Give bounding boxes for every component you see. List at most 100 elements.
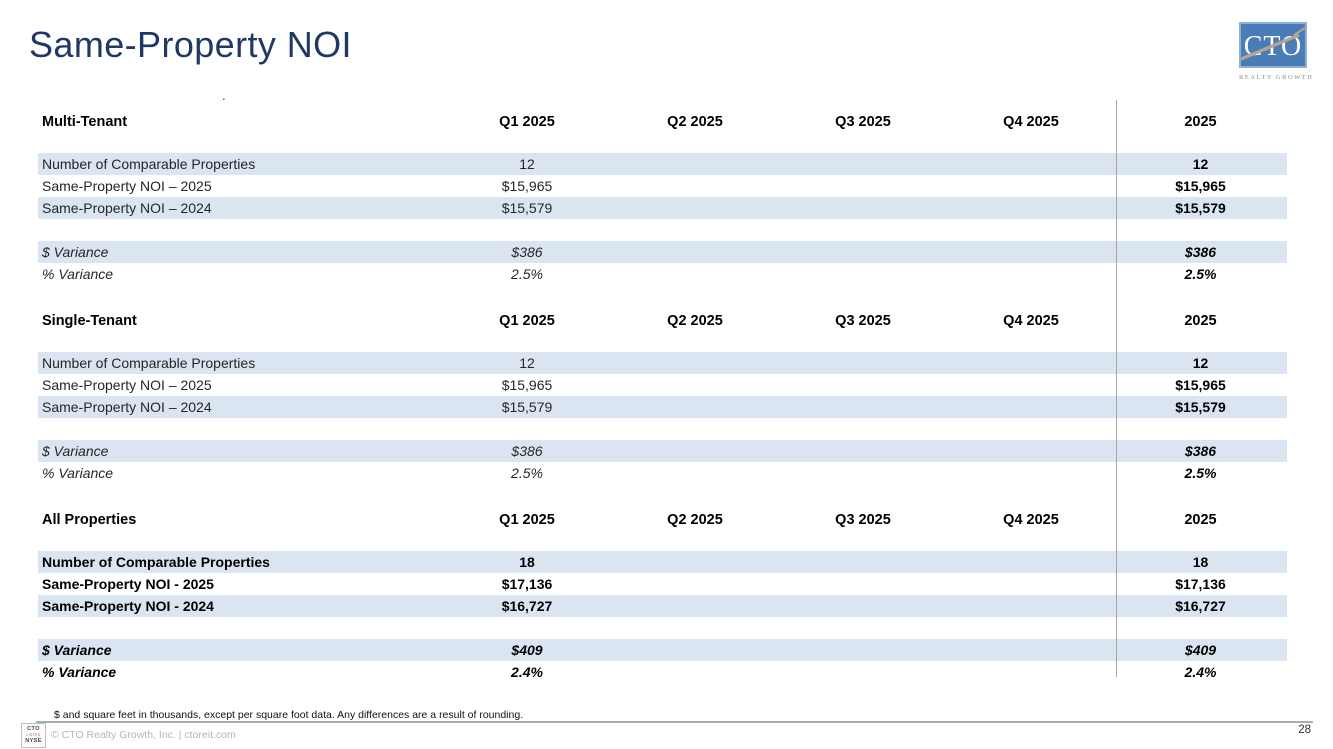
row-label: $ Variance — [42, 443, 109, 459]
cell-total: $15,579 — [1175, 399, 1226, 415]
column-header-q2: Q2 2025 — [667, 512, 723, 528]
cto-logo-icon: CTO — [1239, 22, 1307, 68]
cell-q1: $15,965 — [501, 377, 553, 393]
spacer-row — [38, 219, 1287, 241]
table-row: % Variance 2.4% 2.4% — [38, 661, 1287, 683]
table-row: Number of Comparable Properties 18 18 — [38, 551, 1287, 573]
cell-q1: 12 — [519, 355, 535, 371]
column-header-q2: Q2 2025 — [667, 313, 723, 329]
column-header-q4: Q4 2025 — [1003, 114, 1059, 130]
table-row: Same-Property NOI – 2025 $15,965 $15,965 — [38, 175, 1287, 197]
nyse-badge-line1: CTO — [27, 726, 40, 733]
row-label: $ Variance — [42, 244, 109, 260]
table-row: % Variance 2.5% 2.5% — [38, 462, 1287, 484]
cell-q1: 2.5% — [511, 266, 543, 282]
column-header-total: 2025 — [1184, 313, 1217, 329]
table-row: Number of Comparable Properties 12 12 — [38, 153, 1287, 175]
row-label: Same-Property NOI – 2025 — [42, 377, 212, 393]
cell-total: 2.5% — [1184, 266, 1217, 282]
footer-rule — [36, 721, 1313, 723]
row-label: $ Variance — [42, 642, 112, 658]
table-section-multi-tenant: Multi-Tenant Q1 2025 Q2 2025 Q3 2025 Q4 2025… — [38, 111, 1287, 285]
table-row: $ Variance $386 $386 — [38, 241, 1287, 263]
table-row: $ Variance $409 $409 — [38, 639, 1287, 661]
table-row: Same-Property NOI – 2024 $15,579 $15,579 — [38, 197, 1287, 219]
cell-q1: 2.4% — [511, 664, 543, 680]
cell-total: 12 — [1192, 355, 1209, 371]
cell-total: $15,579 — [1175, 200, 1226, 216]
cell-q1: $386 — [511, 244, 543, 260]
cell-total: 18 — [1192, 554, 1209, 570]
row-label: Same-Property NOI – 2025 — [42, 178, 212, 194]
column-header-q3: Q3 2025 — [835, 313, 891, 329]
row-label: Number of Comparable Properties — [42, 156, 256, 172]
table-row: $ Variance $386 $386 — [38, 440, 1287, 462]
row-label: Number of Comparable Properties — [42, 554, 270, 570]
page-title: Same-Property NOI — [29, 24, 352, 65]
cell-total: $386 — [1184, 244, 1217, 260]
row-label: % Variance — [42, 266, 114, 282]
column-header-q3: Q3 2025 — [835, 114, 891, 130]
section-header-row: Multi-Tenant Q1 2025 Q2 2025 Q3 2025 Q4 2025… — [38, 111, 1287, 133]
cell-q1: $15,579 — [501, 399, 553, 415]
cell-q1: $15,965 — [501, 178, 553, 194]
cell-total: 12 — [1192, 156, 1209, 172]
cell-q1: $16,727 — [501, 598, 553, 614]
table-row: Number of Comparable Properties 12 12 — [38, 352, 1287, 374]
cell-q1: $17,136 — [501, 576, 553, 592]
copyright: © CTO Realty Growth, Inc. | ctoreit.com — [51, 729, 236, 741]
section-title: All Properties — [42, 512, 137, 528]
row-label: Same-Property NOI - 2024 — [42, 598, 214, 614]
column-header-q3: Q3 2025 — [835, 512, 891, 528]
column-divider — [1116, 100, 1117, 677]
row-label: % Variance — [42, 465, 114, 481]
cell-total: $409 — [1184, 642, 1217, 658]
column-header-total: 2025 — [1184, 512, 1217, 528]
table-section-all-properties: All Properties Q1 2025 Q2 2025 Q3 2025 Q4 20… — [38, 509, 1287, 683]
row-label: % Variance — [42, 664, 117, 680]
cell-total: $15,965 — [1175, 377, 1226, 393]
cell-total: $16,727 — [1175, 598, 1226, 614]
logo-subtext: REALTY GROWTH — [1239, 74, 1314, 81]
cell-q1: $409 — [511, 642, 543, 658]
row-label: Same-Property NOI – 2024 — [42, 200, 212, 216]
cell-q1: $15,579 — [501, 200, 553, 216]
table-row: Same-Property NOI – 2024 $15,579 $15,579 — [38, 396, 1287, 418]
section-title: Single-Tenant — [42, 313, 137, 329]
row-label: Same-Property NOI – 2024 — [42, 399, 212, 415]
row-label: Number of Comparable Properties — [42, 355, 256, 371]
column-header-q1: Q1 2025 — [499, 114, 555, 130]
table-section-single-tenant: Single-Tenant Q1 2025 Q2 2025 Q3 2025 Q4 202… — [38, 310, 1287, 484]
spacer-row — [38, 418, 1287, 440]
table-row: Same-Property NOI – 2025 $15,965 $15,965 — [38, 374, 1287, 396]
column-header-q1: Q1 2025 — [499, 313, 555, 329]
cell-q1: 2.5% — [511, 465, 543, 481]
table-row: Same-Property NOI - 2025 $17,136 $17,136 — [38, 573, 1287, 595]
nyse-badge-line3: NYSE — [25, 737, 42, 744]
nyse-badge-line2: LISTED — [26, 733, 41, 738]
column-header-q4: Q4 2025 — [1003, 313, 1059, 329]
page-number: 28 — [1298, 724, 1311, 736]
section-header-row: All Properties Q1 2025 Q2 2025 Q3 2025 Q4 20… — [38, 509, 1287, 531]
cell-total: $15,965 — [1175, 178, 1226, 194]
table-row: % Variance 2.5% 2.5% — [38, 263, 1287, 285]
column-header-q1: Q1 2025 — [499, 512, 555, 528]
cell-total: $386 — [1184, 443, 1217, 459]
cell-q1: 12 — [519, 156, 535, 172]
section-header-row: Single-Tenant Q1 2025 Q2 2025 Q3 2025 Q4 202… — [38, 310, 1287, 332]
cell-total: 2.4% — [1184, 664, 1217, 680]
column-header-q4: Q4 2025 — [1003, 512, 1059, 528]
cell-q1: 18 — [519, 554, 535, 570]
spacer-row — [38, 617, 1287, 639]
cto-logo: CTO REALTY GROWTH — [1239, 22, 1314, 81]
cell-q1: $386 — [511, 443, 543, 459]
row-label: Same-Property NOI - 2025 — [42, 576, 214, 592]
section-title: Multi-Tenant — [42, 114, 128, 130]
table-row: Same-Property NOI - 2024 $16,727 $16,727 — [38, 595, 1287, 617]
cell-total: $17,136 — [1175, 576, 1226, 592]
footnote: $ and square feet in thousands, except p… — [54, 709, 524, 721]
cell-total: 2.5% — [1184, 465, 1217, 481]
column-header-q2: Q2 2025 — [667, 114, 723, 130]
column-header-total: 2025 — [1184, 114, 1217, 130]
